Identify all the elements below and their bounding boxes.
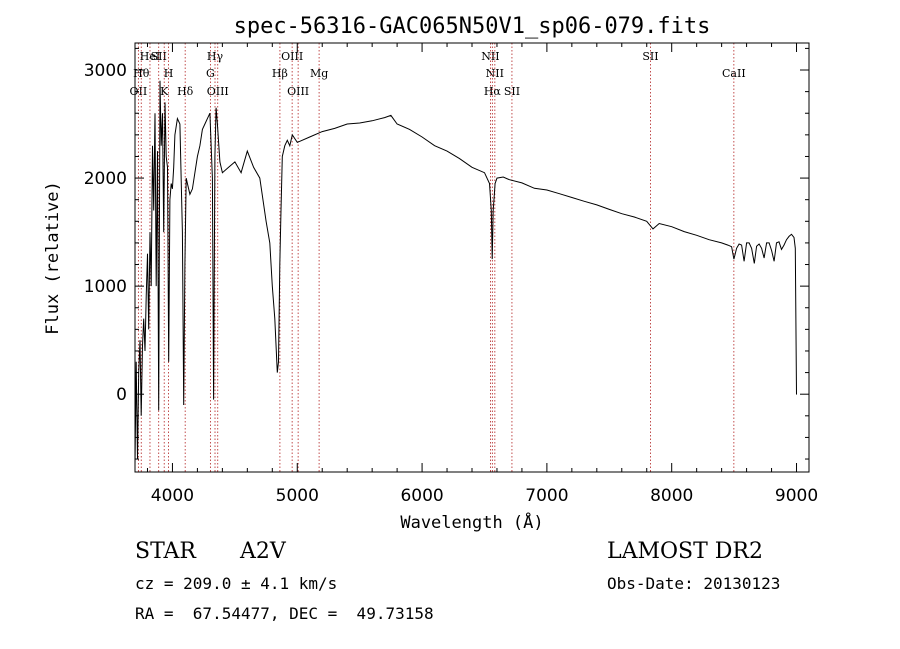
x-tick-label: 8000 — [650, 486, 693, 506]
observation-date: Obs-Date: 20130123 — [607, 574, 781, 593]
line-marker-label: Hβ — [272, 67, 288, 80]
plot-frame — [134, 42, 810, 473]
line-marker-label: Hα — [484, 85, 502, 98]
y-axis-label: Flux (relative) — [43, 181, 63, 335]
line-marker-label: Hδ — [177, 85, 194, 98]
object-class: STAR — [135, 539, 196, 564]
line-marker-label: OIII — [207, 85, 229, 98]
line-marker-label: OIII — [287, 85, 309, 98]
spectrum-chart: spec-56316-GAC065N50V1_sp06-079.fits OII… — [43, 14, 818, 533]
survey-name: LAMOST DR2 — [607, 539, 763, 564]
line-marker-label: NII — [481, 50, 499, 63]
line-marker-label: CaII — [722, 67, 746, 80]
spectral-subclass: A2V — [240, 539, 286, 564]
x-tick-label: 4000 — [151, 486, 194, 506]
line-marker-label: Hθ — [133, 67, 150, 80]
x-tick-label: 9000 — [775, 486, 818, 506]
line-marker-label: H — [164, 67, 174, 80]
x-tick-label: 6000 — [400, 486, 443, 506]
coordinates: RA = 67.54477, DEC = 49.73158 — [135, 604, 434, 623]
x-tick-label: 7000 — [525, 486, 568, 506]
line-marker-label: K — [160, 85, 169, 98]
redshift-value: cz = 209.0 ± 4.1 km/s — [135, 574, 338, 593]
chart-title: spec-56316-GAC065N50V1_sp06-079.fits — [234, 14, 711, 39]
x-axis-label: Wavelength (Å) — [400, 511, 543, 533]
line-marker-label: SII — [642, 50, 658, 63]
y-tick-label: 2000 — [84, 169, 127, 189]
x-tick-label: 5000 — [276, 486, 319, 506]
emission-line-markers: OIIHθHeISIIKHHδHγGOIIIHβOIIIOIIIMgNIINII… — [130, 43, 746, 472]
y-tick-label: 3000 — [84, 61, 127, 81]
line-marker-label: Mg — [310, 67, 328, 80]
y-tick-label: 0 — [116, 385, 127, 405]
line-marker-label: HeI — [140, 50, 160, 63]
axis-ticks: 4000 5000 6000 7000 8000 9000 0 1000 2000 3000 — [84, 43, 818, 506]
line-marker-label: Hγ — [207, 50, 224, 63]
line-marker-label: OIII — [281, 50, 303, 63]
y-tick-label: 1000 — [84, 277, 127, 297]
line-marker-label: NII — [486, 67, 504, 80]
line-marker-label: G — [206, 67, 215, 80]
line-marker-label: SII — [151, 50, 167, 63]
spectrum-line — [134, 80, 797, 465]
line-marker-label: SII — [504, 85, 520, 98]
